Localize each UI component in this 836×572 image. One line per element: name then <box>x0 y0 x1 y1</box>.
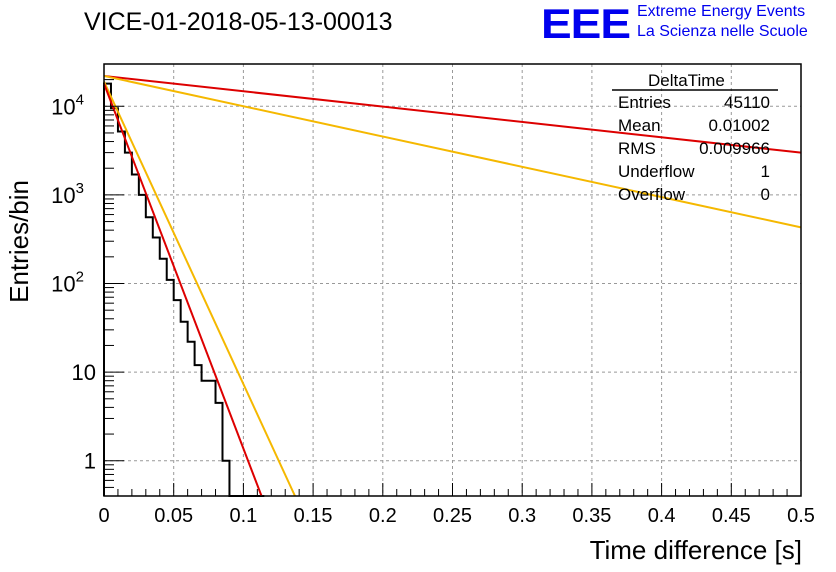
stats-label: Entries <box>618 93 671 112</box>
x-tick-label: 0.4 <box>648 505 676 527</box>
x-tick-label: 0.5 <box>787 505 815 527</box>
stats-value: 0.01002 <box>708 116 770 135</box>
x-tick-label: 0.3 <box>508 505 536 527</box>
x-tick-label: 0.2 <box>369 505 397 527</box>
eee-logo: EEE <box>541 0 631 48</box>
x-tick-label: 0.25 <box>433 505 472 527</box>
x-tick-label: 0.1 <box>229 505 257 527</box>
x-axis-label: Time difference [s] <box>589 535 802 565</box>
logo-line-2: La Scienza nelle Scuole <box>637 23 808 40</box>
stats-value: 1 <box>760 162 770 181</box>
stats-row-entries: Entries 45110 <box>618 93 770 113</box>
x-tick-label: 0.05 <box>154 505 193 527</box>
y-tick-label: 103 <box>51 180 84 208</box>
stats-label: RMS <box>618 139 656 158</box>
fit-line-0 <box>103 74 802 154</box>
y-tick-label: 10 <box>72 360 96 385</box>
x-tick-label: 0.35 <box>572 505 611 527</box>
stats-title: DeltaTime <box>648 71 725 90</box>
stats-row-underflow: Underflow 1 <box>618 162 770 182</box>
stats-row-mean: Mean 0.01002 <box>618 116 770 136</box>
y-axis-label: Entries/bin <box>4 180 34 303</box>
stats-value: 45110 <box>723 93 770 112</box>
y-tick-label: 1 <box>84 449 96 474</box>
x-tick-label: 0 <box>98 505 109 527</box>
stats-value: 0 <box>760 185 770 204</box>
grid-lines <box>104 64 801 496</box>
logo-line-1: Extreme Energy Events <box>637 3 806 20</box>
chart-title: VICE-01-2018-05-13-00013 <box>84 8 393 36</box>
stats-label: Mean <box>618 116 661 135</box>
x-tick-label: 0.15 <box>294 505 333 527</box>
chart-marks <box>103 74 802 497</box>
fit-line-3 <box>103 83 263 497</box>
stats-label: Overflow <box>618 185 686 204</box>
stats-row-rms: RMS 0.009966 <box>618 139 770 159</box>
tick-labels: 0 0.05 0.1 0.15 0.2 0.25 0.3 0.35 0.4 0.45 0.5 104 1… <box>51 91 815 527</box>
stats-label: Underflow <box>618 162 695 181</box>
x-tick-label: 0.45 <box>712 505 751 527</box>
stats-value: 0.009966 <box>699 139 770 158</box>
fit-line-2 <box>103 81 296 497</box>
histogram-outline <box>103 82 265 497</box>
y-tick-label: 102 <box>51 269 84 297</box>
fit-line-1 <box>103 74 802 229</box>
y-tick-label: 104 <box>51 91 84 119</box>
stats-row-overflow: Overflow 0 <box>618 185 770 205</box>
axis-ticks <box>103 63 802 497</box>
